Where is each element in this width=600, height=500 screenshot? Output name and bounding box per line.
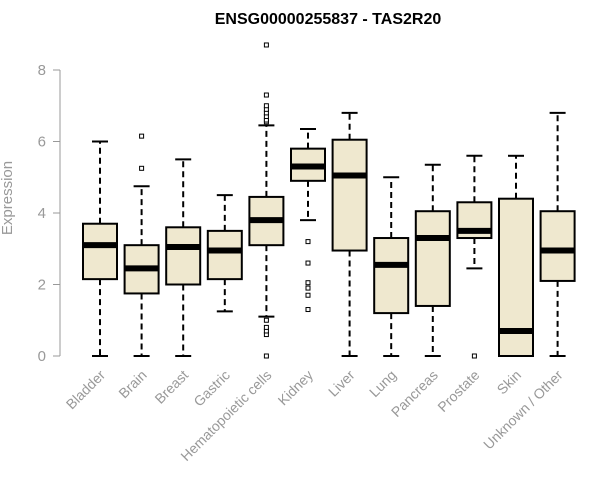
y-axis: 0 2 4 6 8 xyxy=(38,62,61,365)
outlier-point xyxy=(139,165,145,171)
outlier-point xyxy=(305,280,311,286)
box-rect xyxy=(331,138,368,252)
outlier-point xyxy=(471,353,477,359)
box-rect xyxy=(82,222,118,281)
y-tick-label: 6 xyxy=(38,134,46,151)
x-tick-label: Skin xyxy=(494,367,525,398)
x-tick-label: Prostate xyxy=(434,367,482,415)
box-rect xyxy=(165,226,202,286)
outlier-point xyxy=(305,239,311,245)
outlier-point xyxy=(263,42,269,48)
box-bladder xyxy=(82,140,118,357)
y-tick-label: 4 xyxy=(38,205,46,222)
chart-title: ENSG00000255837 - TAS2R20 xyxy=(215,11,442,28)
y-tick-label: 8 xyxy=(38,62,46,79)
outlier-point xyxy=(263,103,269,109)
x-tick-label: Lung xyxy=(366,367,399,400)
box-kidney xyxy=(290,127,326,313)
x-tick-label: Breast xyxy=(151,367,191,407)
box-rect xyxy=(206,229,243,281)
box-rect xyxy=(539,210,576,282)
box-prostate xyxy=(456,154,493,359)
x-tick-label: Brain xyxy=(115,367,149,401)
box-gastric xyxy=(206,194,243,313)
x-tick-label: Unknown / Other xyxy=(480,367,566,453)
box-brain xyxy=(123,133,160,357)
outlier-point xyxy=(305,292,311,298)
outlier-point xyxy=(263,324,269,330)
y-axis-label: Expression xyxy=(0,161,16,235)
box-breast xyxy=(165,158,202,357)
box-unknown-other xyxy=(539,111,576,357)
box-rect xyxy=(414,210,451,307)
y-tick-label: 2 xyxy=(38,277,46,294)
outlier-point xyxy=(139,133,145,139)
x-tick-label: Liver xyxy=(325,367,358,400)
x-tick-label: Kidney xyxy=(275,367,317,409)
boxes-group xyxy=(82,42,576,359)
box-lung xyxy=(373,176,410,357)
outlier-point xyxy=(263,92,269,98)
box-hematopoietic-cells xyxy=(248,42,285,359)
y-tick-label: 0 xyxy=(38,348,46,365)
box-pancreas xyxy=(414,163,451,357)
box-skin xyxy=(498,154,534,357)
box-rect xyxy=(373,237,410,315)
box-liver xyxy=(331,111,368,357)
outlier-point xyxy=(305,307,311,313)
outlier-point xyxy=(305,260,311,266)
outlier-point xyxy=(263,317,269,323)
outlier-point xyxy=(263,353,269,359)
outlier-point xyxy=(305,285,311,291)
x-tick-label: Bladder xyxy=(63,367,109,413)
